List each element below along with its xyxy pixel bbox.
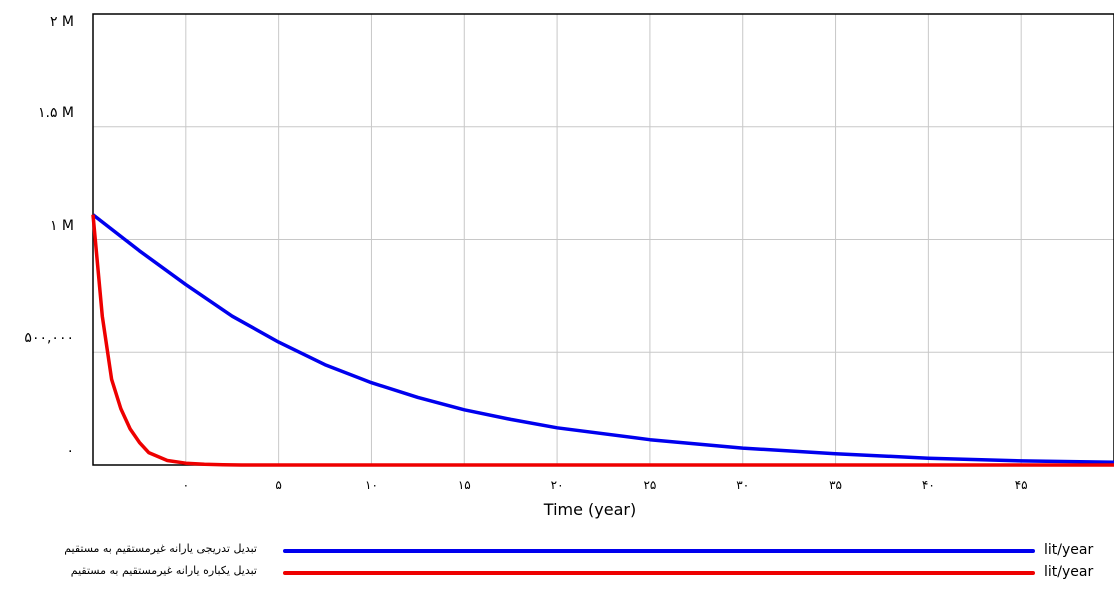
x-tick-label: ۲۰ (550, 478, 564, 492)
y-tick-label: ۲ M (49, 14, 74, 30)
y-tick-label: ۵۰۰,۰۰۰ (24, 330, 74, 347)
x-tick-label: ۵ (275, 478, 282, 492)
legend-item-gradual: تبدیل تدریجی یارانه غیرمستقیم به مستقیم … (0, 542, 1114, 560)
x-tick-label: ۱۰ (365, 478, 378, 492)
legend-swatch-gradual (283, 549, 1035, 553)
legend-label-gradual: تبدیل تدریجی یارانه غیرمستقیم به مستقیم (64, 542, 257, 555)
y-tick-label: ۱.۵ M (37, 104, 74, 121)
x-tick-label: ۰ (182, 478, 190, 492)
series-lines (91, 213, 1114, 467)
legend-swatch-onetime (283, 571, 1035, 575)
legend-label-onetime: تبدیل یکباره یارانه غیرمستقیم به مستقیم (70, 564, 257, 577)
legend-item-onetime: تبدیل یکباره یارانه غیرمستقیم به مستقیم … (0, 564, 1114, 582)
y-tick-label: ۰ (66, 443, 74, 459)
x-tick-label: ۴۵ (1014, 478, 1028, 492)
y-tick-label: ۱ M (49, 217, 74, 234)
legend-unit-onetime: lit/year (1044, 564, 1094, 580)
x-tick-label: ۴۰ (921, 478, 935, 492)
grid-lines (93, 13, 1114, 466)
legend-unit-gradual: lit/year (1044, 542, 1094, 558)
x-tick-label: ۳۰ (736, 478, 750, 492)
x-axis-label: Time (year) (543, 500, 637, 519)
x-tick-label: ۱۵ (457, 478, 471, 492)
series-line-1 (91, 214, 1114, 467)
x-tick-label: ۳۵ (829, 478, 842, 492)
x-tick-label: ۲۵ (643, 478, 657, 492)
series-line-0 (91, 213, 1114, 465)
